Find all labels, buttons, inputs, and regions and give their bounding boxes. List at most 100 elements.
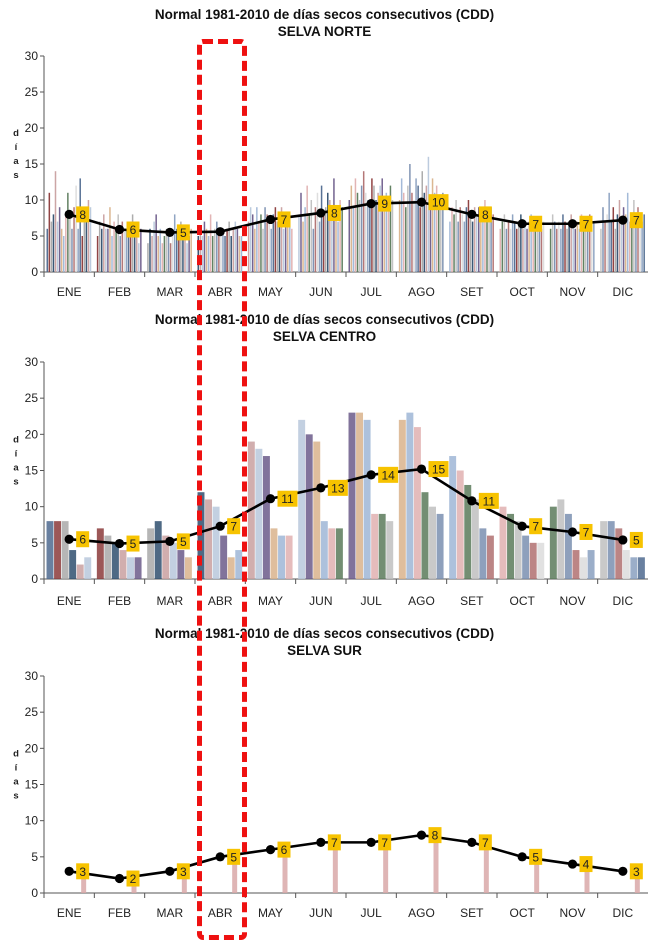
station-bar: [201, 236, 204, 272]
station-bar: [560, 228, 562, 272]
station-bar: [176, 228, 178, 272]
station-bar: [167, 236, 170, 272]
station-bar: [558, 221, 560, 272]
station-bar: [67, 192, 69, 272]
station-bar: [260, 214, 262, 272]
x-tick-label: ENE: [57, 906, 82, 920]
station-bar: [449, 456, 457, 579]
station-bar: [282, 228, 285, 272]
station-bar: [262, 456, 270, 579]
data-label-bg: [428, 461, 449, 478]
data-label-bg: [227, 518, 241, 535]
chart-subtitle: SELVA NORTE: [277, 24, 372, 39]
station-bar: [507, 513, 515, 579]
mean-point: [165, 866, 175, 876]
station-bar: [630, 557, 638, 579]
station-bar: [637, 207, 639, 272]
station-bar: [377, 192, 379, 272]
station-bar: [471, 499, 479, 579]
data-label-bg: [579, 856, 593, 873]
station-bar: [615, 528, 623, 579]
station-bar: [111, 236, 113, 272]
station-bar: [84, 557, 92, 579]
station-bar: [60, 228, 63, 272]
data-label-bg: [176, 224, 190, 241]
station-bar: [320, 521, 328, 579]
station-bar: [608, 192, 610, 272]
station-bar: [46, 228, 49, 272]
station-bar: [314, 207, 317, 272]
station-bar: [224, 236, 226, 272]
mean-point: [567, 859, 578, 869]
station-bar: [580, 214, 583, 272]
station-bar: [135, 236, 138, 272]
station-bar: [54, 171, 57, 272]
station-bar: [540, 228, 543, 272]
x-tick-label: ABR: [208, 285, 233, 299]
station-bar: [131, 214, 134, 272]
station-bar: [620, 221, 623, 272]
station-bar: [522, 535, 530, 579]
station-bar: [211, 236, 214, 272]
station-bar: [222, 228, 224, 272]
station-bar: [138, 243, 140, 272]
chart-subtitle: SELVA CENTRO: [272, 329, 377, 344]
station-bar: [177, 550, 185, 579]
data-label-bg: [327, 479, 348, 496]
data-label-bg: [478, 206, 492, 223]
mean-point: [517, 521, 527, 531]
station-bar: [469, 214, 472, 272]
station-bar: [270, 528, 278, 579]
y-tick-label: 5: [31, 850, 38, 864]
station-bar: [453, 214, 455, 272]
data-label: 4: [583, 858, 590, 872]
station-bar: [316, 192, 319, 272]
y-tick-label: 5: [31, 536, 38, 550]
station-bar: [572, 221, 574, 272]
station-bar: [486, 214, 488, 272]
station-bar: [409, 164, 411, 272]
station-bar: [415, 178, 417, 272]
y-axis-label-char: s: [13, 477, 18, 488]
mean-point: [215, 227, 225, 237]
station-bar: [159, 228, 162, 272]
mean-point: [265, 494, 276, 504]
station-bar: [526, 228, 528, 272]
station-bar: [264, 207, 266, 272]
station-bar: [305, 434, 313, 579]
station-bar: [379, 185, 381, 272]
mean-point: [64, 534, 74, 544]
data-label-bg: [378, 466, 399, 483]
y-tick-label: 15: [25, 464, 39, 478]
station-bar: [520, 214, 522, 272]
station-bar: [610, 221, 612, 272]
station-bar: [350, 185, 353, 272]
y-axis-label-char: a: [13, 463, 19, 474]
station-bar: [149, 228, 151, 272]
data-label-bg: [277, 211, 291, 228]
station-bar: [582, 221, 585, 272]
station-bar: [65, 214, 67, 272]
station-bar: [155, 214, 157, 272]
station-bar: [607, 521, 615, 579]
station-bar: [304, 207, 306, 272]
station-bar: [503, 214, 506, 272]
mean-point: [114, 873, 125, 884]
station-bar: [635, 221, 637, 272]
station-bar: [213, 228, 216, 272]
data-label: 7: [381, 836, 388, 850]
station-bar: [440, 207, 442, 272]
station-bar: [75, 185, 77, 272]
station-bar: [300, 192, 302, 272]
station-bar: [606, 214, 608, 272]
station-bar: [58, 207, 61, 272]
data-label: 10: [432, 196, 446, 210]
y-tick-label: 15: [25, 157, 39, 171]
mean-point: [114, 538, 125, 549]
station-bar: [180, 221, 182, 272]
station-bar: [327, 192, 329, 272]
mean-point: [618, 866, 628, 876]
x-tick-label: ENE: [57, 285, 82, 299]
mean-point: [316, 837, 326, 847]
chart-subtitle: SELVA SUR: [287, 643, 362, 658]
